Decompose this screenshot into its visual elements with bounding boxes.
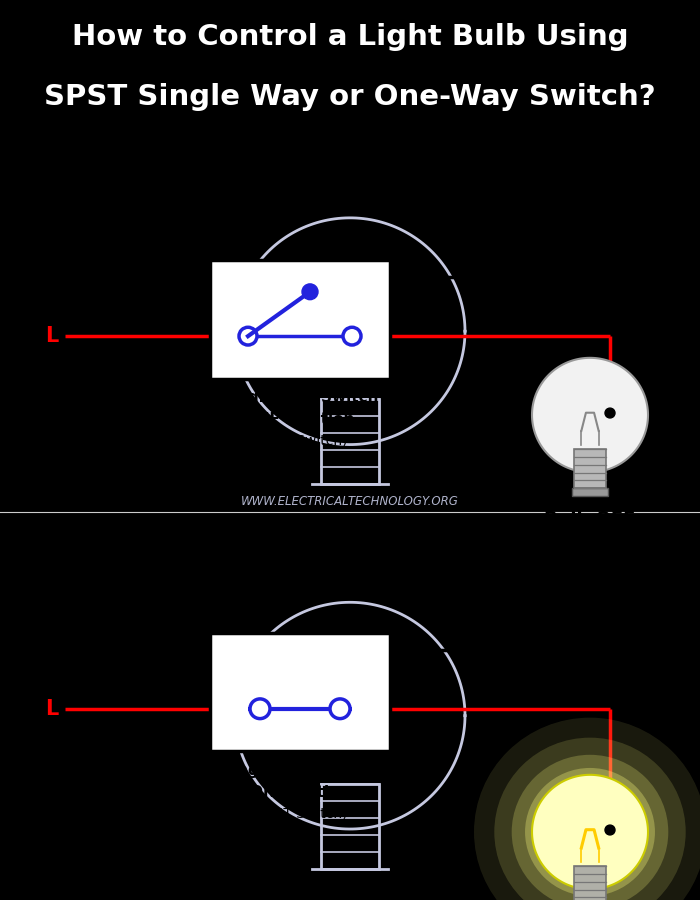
Circle shape — [302, 284, 318, 300]
Text: Single Way Switch: Single Way Switch — [221, 391, 379, 405]
Polygon shape — [532, 358, 648, 473]
Text: ON Position: ON Position — [250, 785, 350, 800]
Bar — [574, 449, 606, 488]
Circle shape — [512, 755, 668, 900]
Circle shape — [239, 328, 257, 345]
Circle shape — [250, 699, 270, 718]
Circle shape — [605, 825, 615, 835]
Circle shape — [474, 717, 700, 900]
Circle shape — [343, 328, 361, 345]
Bar — [321, 784, 379, 868]
Bar — [210, 260, 390, 379]
Text: (SPST Switch): (SPST Switch) — [252, 434, 348, 447]
Circle shape — [330, 699, 350, 718]
Bar — [321, 400, 379, 484]
Text: N: N — [43, 267, 61, 287]
Circle shape — [525, 768, 655, 896]
Bar — [210, 633, 390, 752]
Text: N: N — [43, 640, 61, 660]
Text: 120V/230V
AC Supply: 120V/230V AC Supply — [7, 645, 29, 709]
Text: OFF Position: OFF Position — [246, 412, 354, 427]
Polygon shape — [532, 775, 648, 889]
Bar — [574, 867, 606, 900]
Bar — [573, 488, 608, 496]
Circle shape — [494, 738, 686, 900]
Circle shape — [605, 408, 615, 418]
Text: WWW.ELECTRICALTECHNOLOGY.ORG: WWW.ELECTRICALTECHNOLOGY.ORG — [241, 495, 459, 508]
Text: (SPST Switch): (SPST Switch) — [252, 806, 348, 821]
Text: L: L — [46, 698, 59, 719]
Circle shape — [538, 780, 642, 884]
Text: L: L — [46, 326, 59, 346]
Text: 120V/230V
AC Supply: 120V/230V AC Supply — [7, 273, 29, 337]
Text: SPST Single Way or One-Way Switch?: SPST Single Way or One-Way Switch? — [44, 83, 656, 111]
Text: Single Way Swicth: Single Way Swicth — [221, 763, 379, 778]
Text: Bulb OFF: Bulb OFF — [545, 510, 636, 528]
Text: How to Control a Light Bulb Using: How to Control a Light Bulb Using — [71, 23, 629, 51]
